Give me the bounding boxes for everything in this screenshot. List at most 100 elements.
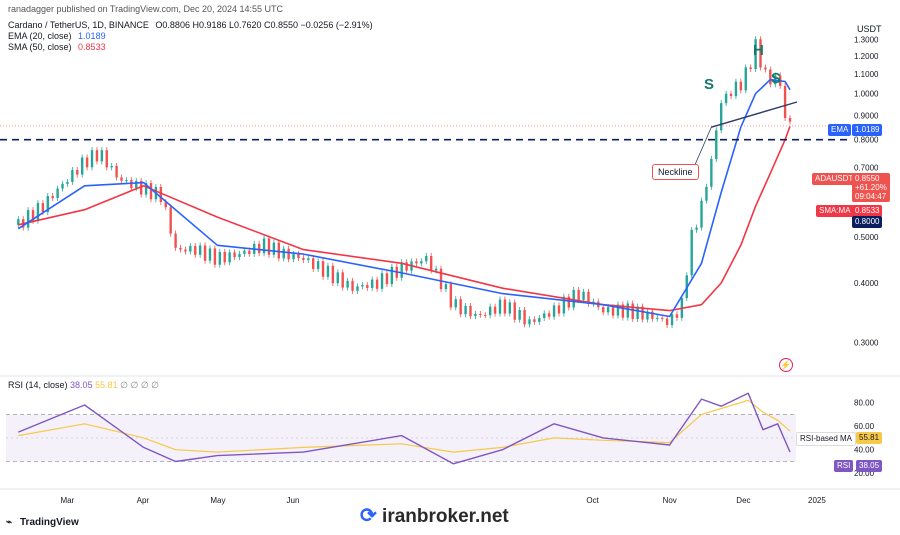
time-tick-label: Oct: [586, 496, 599, 505]
candle-body: [307, 258, 310, 260]
candle-body: [651, 311, 654, 319]
rsi-legend: RSI (14, close) 38.05 55.81 ∅ ∅ ∅ ∅: [8, 380, 159, 391]
candle-body: [341, 272, 344, 288]
candle-body: [321, 261, 325, 277]
candle-body: [690, 229, 693, 276]
candle-body: [198, 245, 202, 255]
candle-body: [493, 306, 497, 314]
candle-body: [661, 317, 664, 319]
candle-body: [213, 248, 217, 265]
sma-price-tag: SMA:MA: [816, 205, 854, 217]
candle-body: [606, 307, 610, 313]
candle-body: [611, 307, 615, 316]
chart-legend: Cardano / TetherUS, 1D, BINANCE O0.8806 …: [8, 20, 373, 53]
rsi-ma-legend-value: 55.81: [95, 380, 118, 390]
candle-body: [218, 251, 222, 265]
candle-body: [749, 67, 752, 69]
candle-body: [434, 268, 438, 271]
candle-body: [194, 246, 197, 255]
time-tick-label: Jun: [287, 496, 300, 505]
left-shoulder-label: S: [704, 76, 715, 93]
rsi-tag-value: 38.05: [859, 461, 880, 470]
candle-body: [557, 305, 561, 314]
candle-body: [641, 306, 644, 320]
support-value-tag: 0.8000: [852, 216, 883, 228]
candle-body: [316, 261, 320, 269]
time-tick-label: Mar: [60, 496, 74, 505]
candle-body: [479, 313, 482, 315]
candle-body: [139, 180, 143, 195]
candle-body: [366, 285, 369, 288]
candle-body: [547, 313, 551, 317]
symbol-legend-row: Cardano / TetherUS, 1D, BINANCE O0.8806 …: [8, 20, 373, 31]
candle-body: [400, 262, 403, 278]
candle-body: [700, 200, 703, 228]
rsi-tick-label: 40.00: [854, 446, 875, 455]
candle-body: [783, 85, 787, 119]
candle-body: [562, 296, 566, 314]
candle-body: [425, 256, 428, 262]
candle-body: [110, 165, 113, 168]
ema-legend-label: EMA (20, close): [8, 31, 72, 41]
candle-body: [272, 242, 276, 255]
candle-body: [351, 280, 354, 291]
candle-body: [464, 305, 467, 315]
neckline-callout[interactable]: Neckline: [652, 164, 699, 180]
candle-body: [46, 196, 49, 213]
candle-body: [621, 304, 625, 318]
candle-body: [312, 258, 315, 269]
rsi-ma-tag-value: 55.81: [859, 433, 880, 442]
candle-body: [85, 157, 89, 168]
candle-body: [292, 254, 295, 260]
price-tick-label: 1.2000: [854, 52, 879, 61]
sma-tag-label: SMA:MA: [819, 206, 851, 215]
candle-body: [631, 303, 634, 319]
currency-label[interactable]: USDT: [857, 24, 882, 34]
tradingview-logo[interactable]: ⌁ TradingView: [6, 517, 79, 528]
candle-body: [665, 318, 669, 326]
candle-body: [552, 305, 556, 317]
candle-body: [149, 183, 153, 200]
candle-body: [179, 247, 182, 250]
candle-body: [577, 289, 580, 300]
candle-body: [474, 313, 477, 317]
candle-body: [100, 150, 104, 162]
candle-body: [759, 39, 762, 68]
candle-body: [356, 286, 359, 291]
price-tick-label: 1.0000: [854, 90, 879, 99]
candle-body: [518, 309, 521, 320]
candle-body: [719, 103, 723, 131]
time-tick-label: 2025: [808, 496, 826, 505]
candle-body: [36, 203, 40, 221]
candle-body: [203, 245, 207, 261]
alert-icon[interactable]: ⚡: [779, 358, 793, 372]
rsi-ma-tag-label: RSI-based MA: [800, 434, 853, 443]
candle-body: [646, 311, 649, 320]
broker-logo-icon: ⟳: [360, 505, 377, 527]
rsi-tick-label: 20.00: [854, 469, 875, 478]
time-tick-label: May: [210, 496, 225, 505]
candle-body: [769, 69, 772, 85]
candle-body: [449, 284, 453, 308]
candle-body: [370, 279, 374, 288]
candle-body: [208, 248, 212, 261]
sma-legend-value: 0.8533: [78, 42, 106, 52]
candle-body: [302, 257, 305, 260]
candle-body: [159, 186, 163, 202]
rsi-tag-label: RSI: [837, 461, 851, 470]
change-percent: +61.20%: [855, 183, 887, 192]
candle-body: [120, 177, 123, 181]
candle-body: [287, 248, 290, 260]
ema-legend-value: 1.0189: [78, 31, 106, 41]
candle-body: [734, 81, 738, 97]
candle-body: [523, 309, 526, 325]
candle-body: [454, 299, 457, 308]
price-tick-label: 0.8000: [854, 136, 879, 145]
candle-body: [739, 81, 743, 91]
candle-body: [582, 291, 585, 300]
price-tick-label: 0.3000: [854, 338, 879, 347]
time-tick-label: Nov: [663, 496, 677, 505]
candle-body: [80, 157, 84, 175]
candle-body: [169, 207, 172, 234]
